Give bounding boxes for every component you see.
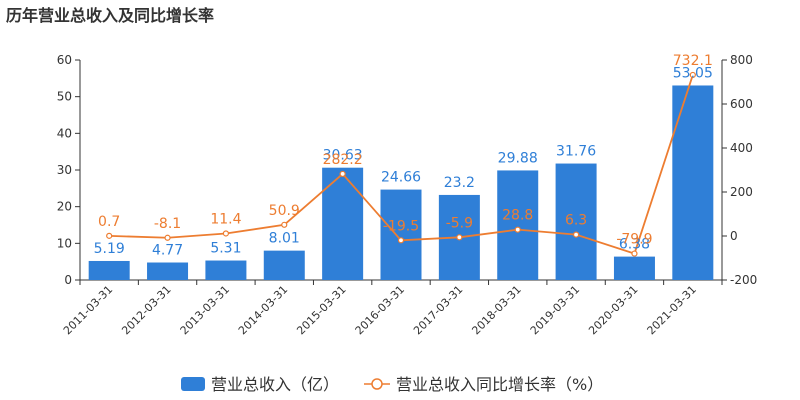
bar[interactable] bbox=[613, 256, 655, 280]
x-tick-label: 2018-03-31 bbox=[469, 283, 523, 337]
x-tick-label: 2021-03-31 bbox=[645, 283, 699, 337]
growth-point[interactable] bbox=[339, 170, 346, 178]
legend-bar-label[interactable]: 营业总收入（亿） bbox=[211, 375, 339, 394]
growth-value-label: 6.3 bbox=[565, 213, 587, 229]
x-tick-label: 2013-03-31 bbox=[178, 283, 232, 337]
bars-group bbox=[88, 85, 714, 280]
x-tick-label: 2014-03-31 bbox=[236, 283, 290, 337]
growth-value-label: 11.4 bbox=[210, 211, 241, 227]
bar-value-label: 5.19 bbox=[94, 241, 125, 257]
bar[interactable] bbox=[380, 189, 422, 280]
y-left-tick-label: 30 bbox=[57, 163, 72, 177]
bar[interactable] bbox=[263, 250, 305, 280]
x-tick-label: 2012-03-31 bbox=[119, 283, 173, 337]
bar-value-label: 24.66 bbox=[381, 170, 421, 186]
growth-point[interactable] bbox=[281, 221, 288, 228]
growth-point[interactable] bbox=[456, 234, 463, 241]
x-tick-label: 2019-03-31 bbox=[528, 283, 582, 337]
growth-value-label: 732.1 bbox=[673, 53, 713, 69]
line-group bbox=[106, 71, 696, 257]
x-tick-label: 2017-03-31 bbox=[411, 283, 465, 337]
y-left-tick-label: 10 bbox=[57, 236, 72, 250]
x-tick-label: 2020-03-31 bbox=[586, 283, 640, 337]
y-right-tick-label: 200 bbox=[730, 185, 753, 199]
growth-point[interactable] bbox=[397, 237, 405, 244]
bar-value-label: 30.63 bbox=[323, 148, 363, 164]
bar[interactable] bbox=[147, 262, 189, 280]
chart-title: 历年营业总收入及同比增长率 bbox=[6, 6, 215, 25]
growth-value-label: 0.7 bbox=[98, 214, 120, 230]
y-right-tick-label: -200 bbox=[730, 273, 757, 287]
y-left-tick-label: 60 bbox=[57, 53, 72, 67]
bar[interactable] bbox=[497, 170, 539, 280]
data-labels-group: 5.19 4.77 5.31 8.01 30.63 24.66 23.2 29.88 31.76… bbox=[94, 53, 713, 259]
growth-value-label: -19.5 bbox=[383, 218, 419, 234]
growth-value-label: -5.9 bbox=[446, 215, 473, 231]
y-left-tick-label: 20 bbox=[57, 200, 72, 214]
y-right-tick-label: 600 bbox=[730, 97, 753, 111]
legend: 营业总收入（亿） 营业总收入同比增长率（%） bbox=[181, 375, 603, 394]
bar-value-label: 8.01 bbox=[269, 231, 300, 247]
y-left-tick-label: 40 bbox=[57, 126, 72, 140]
y-left-tick-label: 50 bbox=[57, 90, 72, 104]
bar-value-label: 53.05 bbox=[673, 65, 713, 81]
y-left-tick-label: 0 bbox=[64, 273, 72, 287]
growth-point[interactable] bbox=[164, 234, 171, 241]
growth-point[interactable] bbox=[572, 231, 580, 238]
bar[interactable] bbox=[322, 167, 364, 280]
y-right-tick-label: 400 bbox=[730, 141, 753, 155]
x-tick-label: 2015-03-31 bbox=[294, 283, 348, 337]
legend-bar-swatch[interactable] bbox=[181, 377, 205, 391]
growth-point[interactable] bbox=[106, 232, 113, 239]
bar[interactable] bbox=[555, 163, 597, 280]
y-right-tick-label: 0 bbox=[730, 229, 738, 243]
bar[interactable] bbox=[88, 260, 130, 280]
bar[interactable] bbox=[205, 260, 247, 280]
bar-value-label: 29.88 bbox=[498, 150, 538, 166]
growth-point[interactable] bbox=[631, 250, 638, 257]
bar-value-label: 6.38 bbox=[619, 237, 650, 253]
legend-line-marker[interactable] bbox=[371, 378, 383, 390]
growth-point[interactable] bbox=[514, 226, 521, 233]
legend-line-label[interactable]: 营业总收入同比增长率（%） bbox=[396, 375, 603, 394]
growth-value-label: 50.9 bbox=[269, 203, 300, 219]
bar-value-label: 31.76 bbox=[556, 144, 596, 160]
bar-value-label: 23.2 bbox=[444, 175, 475, 191]
growth-value-label: -8.1 bbox=[154, 216, 181, 232]
bar[interactable] bbox=[672, 85, 714, 280]
bar-value-label: 4.77 bbox=[152, 243, 183, 259]
x-tick-label: 2016-03-31 bbox=[353, 283, 407, 337]
growth-value-label: 282.2 bbox=[323, 152, 363, 168]
bar-value-label: 5.31 bbox=[210, 241, 241, 257]
x-tick-label: 2011-03-31 bbox=[61, 283, 115, 337]
growth-value-label: 28.8 bbox=[502, 208, 533, 224]
y-right-tick-label: 800 bbox=[730, 53, 753, 67]
growth-point[interactable] bbox=[689, 71, 696, 79]
growth-point[interactable] bbox=[222, 230, 230, 237]
growth-value-label: -79.9 bbox=[616, 232, 652, 248]
